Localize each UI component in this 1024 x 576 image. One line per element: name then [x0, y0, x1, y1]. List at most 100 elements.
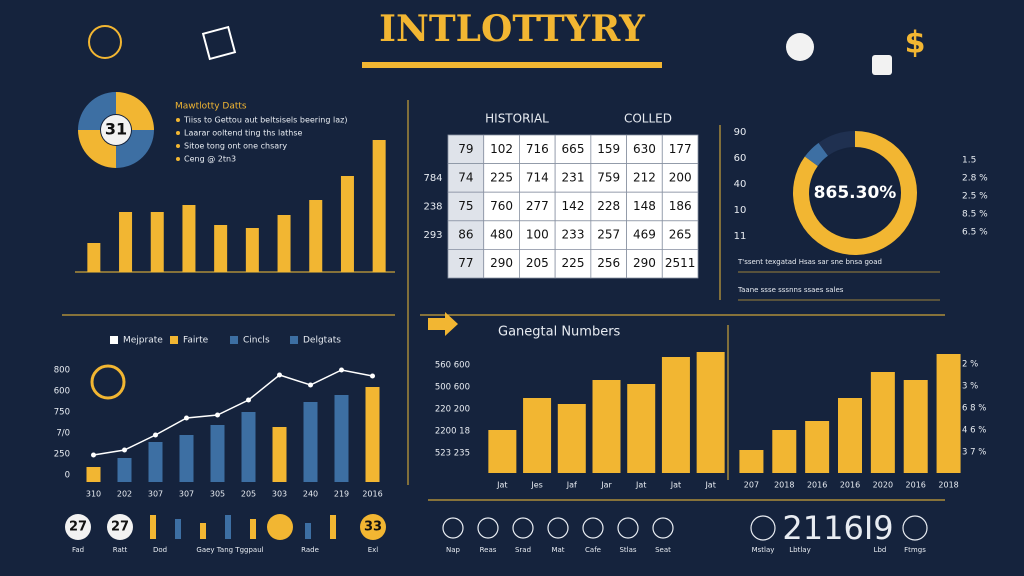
icon-label: Nap	[446, 546, 461, 554]
bar	[903, 380, 928, 473]
bar	[245, 228, 259, 272]
coin-icon	[88, 25, 122, 59]
line-point	[184, 415, 189, 421]
line-point	[339, 367, 344, 373]
bar	[272, 427, 287, 482]
table-cell	[626, 134, 663, 165]
pie-segment	[804, 142, 828, 166]
note: Sitoe tong ont one chsary	[184, 142, 287, 151]
icon-label: Lbd	[874, 546, 887, 554]
icon	[750, 515, 776, 541]
title-underline	[362, 62, 662, 68]
table-value: 74	[458, 170, 473, 184]
axis-label: 2.5 %	[962, 192, 988, 202]
table-value: 265	[669, 228, 692, 242]
ball	[107, 514, 133, 540]
line-point	[246, 397, 251, 403]
table-cell	[447, 248, 485, 279]
table-value: 228	[597, 199, 620, 213]
bar	[557, 404, 586, 473]
pie-segment	[78, 130, 116, 168]
wheel-icon	[90, 364, 126, 400]
pie-center-label: 31	[105, 120, 127, 139]
y-tick-label: 250	[54, 450, 70, 460]
table-cell	[661, 248, 699, 279]
arrow-icon	[428, 312, 458, 336]
legend-swatch	[230, 336, 238, 344]
table-header: COLLED	[624, 112, 672, 126]
y-tick-label: 500 600	[435, 383, 470, 393]
icon-label: Cafe	[585, 546, 601, 554]
x-tick-label: 240	[303, 490, 318, 499]
x-tick-label: 205	[241, 490, 256, 499]
table-value: 233	[562, 228, 585, 242]
table-cell	[519, 134, 556, 165]
dice-icon	[201, 25, 237, 61]
table-value: 225	[490, 170, 513, 184]
ball	[360, 514, 386, 540]
table-value: 290	[490, 256, 513, 270]
table-value: 200	[669, 170, 692, 184]
row-label: 784	[423, 173, 442, 184]
bar	[488, 430, 517, 473]
table-value: 256	[597, 256, 620, 270]
title: INTLOTTYRY	[379, 8, 646, 50]
big-number: 2116I9	[782, 509, 893, 547]
icon-label: Stlas	[619, 546, 636, 554]
table-value: 665	[562, 142, 585, 156]
table-value: 225	[562, 256, 585, 270]
table-value: 148	[633, 199, 656, 213]
table-value: 177	[669, 142, 692, 156]
bar	[592, 380, 621, 473]
note: T'ssent texgatad Hsas sar sne bnsa goad	[737, 258, 882, 266]
pie-center	[810, 148, 900, 238]
ball-label: Dod	[153, 546, 167, 554]
y-tick-label: 0	[65, 471, 70, 481]
axis-label: 8.5 %	[962, 210, 988, 220]
table-value: 290	[633, 256, 656, 270]
bar	[696, 352, 725, 473]
table-value: 212	[633, 170, 656, 184]
icon-label: Reas	[480, 546, 497, 554]
table-value: 75	[458, 199, 473, 213]
ball	[65, 514, 91, 540]
table-cell	[447, 163, 485, 193]
ball-label: Exl	[368, 546, 379, 554]
ball-number: 27	[69, 520, 87, 535]
note: Tiiss to Gettou aut beltsisels beering l…	[183, 116, 347, 125]
bar	[372, 140, 386, 272]
note: Ceng @ 2tn3	[184, 155, 236, 164]
y-tick-label: 7/0	[56, 429, 70, 439]
bullet	[176, 157, 180, 161]
table-cell	[661, 191, 699, 222]
axis-label: 40	[734, 179, 747, 190]
table-cell	[626, 191, 663, 222]
icon	[582, 517, 604, 539]
bar	[182, 205, 196, 272]
x-tick-label: 2018	[774, 481, 794, 490]
bar	[214, 225, 228, 272]
table-cell	[554, 163, 592, 193]
x-tick-label: 2016	[362, 490, 382, 499]
table-value: 277	[526, 199, 549, 213]
bar	[627, 384, 656, 473]
x-tick-label: Jat	[670, 481, 681, 490]
table-cell	[519, 191, 556, 222]
table-cell	[554, 220, 592, 250]
table-value: 716	[526, 142, 549, 156]
legend-swatch	[110, 336, 118, 344]
bar	[179, 435, 194, 482]
table-value: 469	[633, 228, 656, 242]
bar	[870, 372, 895, 473]
table-value: 2511	[665, 256, 696, 270]
mini-bar	[225, 515, 231, 539]
table-value: 159	[597, 142, 620, 156]
bullet	[176, 118, 180, 122]
bar	[303, 402, 318, 482]
icon	[652, 517, 674, 539]
table-value: 100	[526, 228, 549, 242]
bar	[241, 412, 256, 482]
x-tick-label: 310	[86, 490, 101, 499]
mini-bar	[175, 519, 181, 539]
bar	[772, 430, 797, 473]
